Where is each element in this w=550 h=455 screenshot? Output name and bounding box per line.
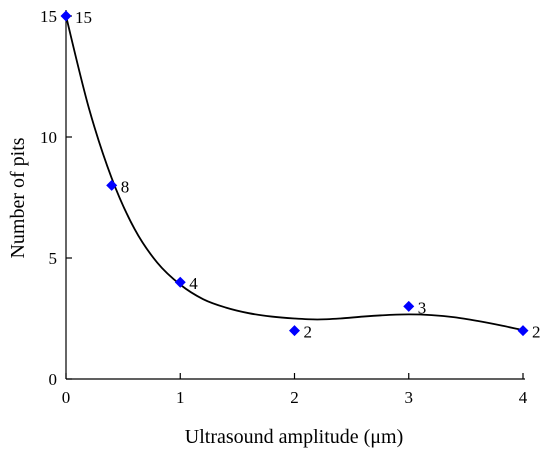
data-point-label: 8 <box>121 177 130 196</box>
data-point-marker <box>403 300 415 312</box>
y-tick-label: 10 <box>40 128 57 147</box>
data-point-marker <box>106 179 118 191</box>
fit-curve-layer <box>65 15 524 332</box>
x-axis-title: Ultrasound amplitude (μm) <box>185 426 403 448</box>
data-point-marker <box>174 276 186 288</box>
y-tick-label: 5 <box>49 249 58 268</box>
data-labels-layer: 15 8 4 2 3 2 <box>75 8 541 342</box>
data-point-label: 3 <box>418 298 427 317</box>
x-tick-label: 2 <box>290 388 299 407</box>
data-points-layer <box>60 10 529 337</box>
x-tick-label: 4 <box>519 388 528 407</box>
data-point-label: 4 <box>189 274 198 293</box>
data-point-marker <box>517 325 529 337</box>
x-tick-label: 3 <box>405 388 414 407</box>
y-axis-ticks: 0 5 10 15 <box>40 7 72 389</box>
data-point-marker <box>60 10 72 22</box>
x-tick-label: 1 <box>176 388 185 407</box>
fit-curve-line <box>65 15 524 332</box>
data-point-label: 2 <box>532 323 541 342</box>
plot-frame <box>65 10 525 380</box>
y-tick-label: 15 <box>40 7 57 26</box>
y-axis-title: Number of pits <box>7 137 29 258</box>
x-axis-ticks: 0 1 2 3 4 <box>62 373 528 407</box>
data-point-marker <box>289 325 300 337</box>
x-tick-label: 0 <box>62 388 71 407</box>
data-point-label: 15 <box>75 8 92 27</box>
y-tick-label: 0 <box>49 370 58 389</box>
data-point-label: 2 <box>304 323 313 342</box>
